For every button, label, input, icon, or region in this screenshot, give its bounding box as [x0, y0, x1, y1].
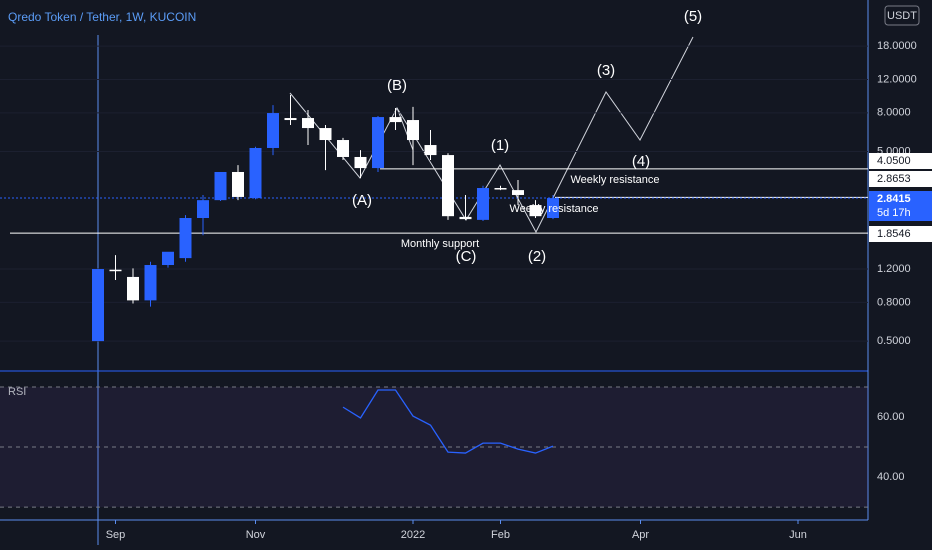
candle-body	[372, 117, 384, 169]
wave-drawing	[396, 107, 414, 151]
candle-body	[389, 117, 402, 123]
candle-body	[477, 188, 489, 220]
candle-body	[407, 120, 419, 141]
wave-label: (C)	[456, 248, 477, 265]
y-tick-label: 1.2000	[877, 263, 911, 275]
y-tick-label: 12.0000	[877, 73, 917, 85]
x-tick-label: 2022	[401, 529, 425, 541]
candle-body	[424, 145, 437, 156]
price-label-box	[869, 226, 932, 242]
y-tick-label: 8.0000	[877, 107, 911, 119]
chart-title: Qredo Token / Tether, 1W, KUCOIN	[8, 10, 196, 24]
wave-label: (4)	[632, 153, 650, 170]
candle-body	[249, 147, 262, 199]
price-label: 2.8653	[877, 173, 911, 185]
price-label-box	[869, 191, 932, 221]
price-label: 4.0500	[877, 155, 911, 167]
wave-label: (1)	[491, 137, 509, 154]
rsi-tick-label: 60.00	[877, 411, 905, 423]
rsi-line	[342, 389, 554, 454]
wave-label: (3)	[597, 62, 615, 79]
x-tick-label: Sep	[106, 529, 126, 541]
candle-body	[442, 155, 454, 217]
candle-body	[197, 200, 209, 219]
level-note: Weekly resistance	[509, 203, 598, 215]
candle-body	[302, 118, 314, 129]
currency-button-label[interactable]: USDT	[887, 10, 917, 22]
rsi-tick-label: 40.00	[877, 471, 905, 483]
x-tick-label: Nov	[246, 529, 266, 541]
candle-body	[529, 205, 542, 217]
indicator-label: RSI	[8, 386, 26, 398]
candle-body	[319, 128, 332, 141]
candle-body	[232, 171, 244, 197]
candle-body	[127, 276, 139, 301]
candle-body	[144, 265, 157, 301]
y-tick-label: 18.0000	[877, 40, 917, 52]
candle-body	[354, 156, 367, 169]
candle-body	[459, 216, 472, 220]
candle-body	[179, 218, 192, 259]
rsi-pane	[0, 372, 868, 520]
level-note: Weekly resistance	[570, 174, 659, 186]
price-countdown: 5d 17h	[877, 207, 911, 219]
y-tick-label: 0.8000	[877, 296, 911, 308]
price-label: 2.8415	[877, 193, 911, 205]
level-note: Monthly support	[401, 238, 479, 250]
candle-body	[494, 188, 507, 190]
candle-body	[284, 118, 297, 121]
candle-body	[109, 269, 122, 272]
price-label-box	[869, 171, 932, 187]
wave-label: (B)	[387, 77, 407, 94]
candle-body	[92, 269, 104, 342]
x-tick-label: Apr	[632, 529, 649, 541]
wave-label: (2)	[528, 248, 546, 265]
x-tick-label: Jun	[789, 529, 807, 541]
wave-label: (A)	[352, 192, 372, 209]
candle-body	[547, 198, 559, 219]
price-label: 1.8546	[877, 228, 911, 240]
currency-button[interactable]	[884, 5, 920, 26]
x-tick-label: Feb	[491, 529, 510, 541]
price-label-box	[869, 153, 932, 169]
candle-body	[214, 171, 227, 201]
candle-body	[337, 140, 349, 157]
candle-body	[162, 251, 174, 266]
candle-body	[512, 190, 524, 195]
y-tick-label: 0.5000	[877, 335, 911, 347]
candle-body	[267, 113, 279, 148]
wave-label: (5)	[684, 8, 702, 25]
